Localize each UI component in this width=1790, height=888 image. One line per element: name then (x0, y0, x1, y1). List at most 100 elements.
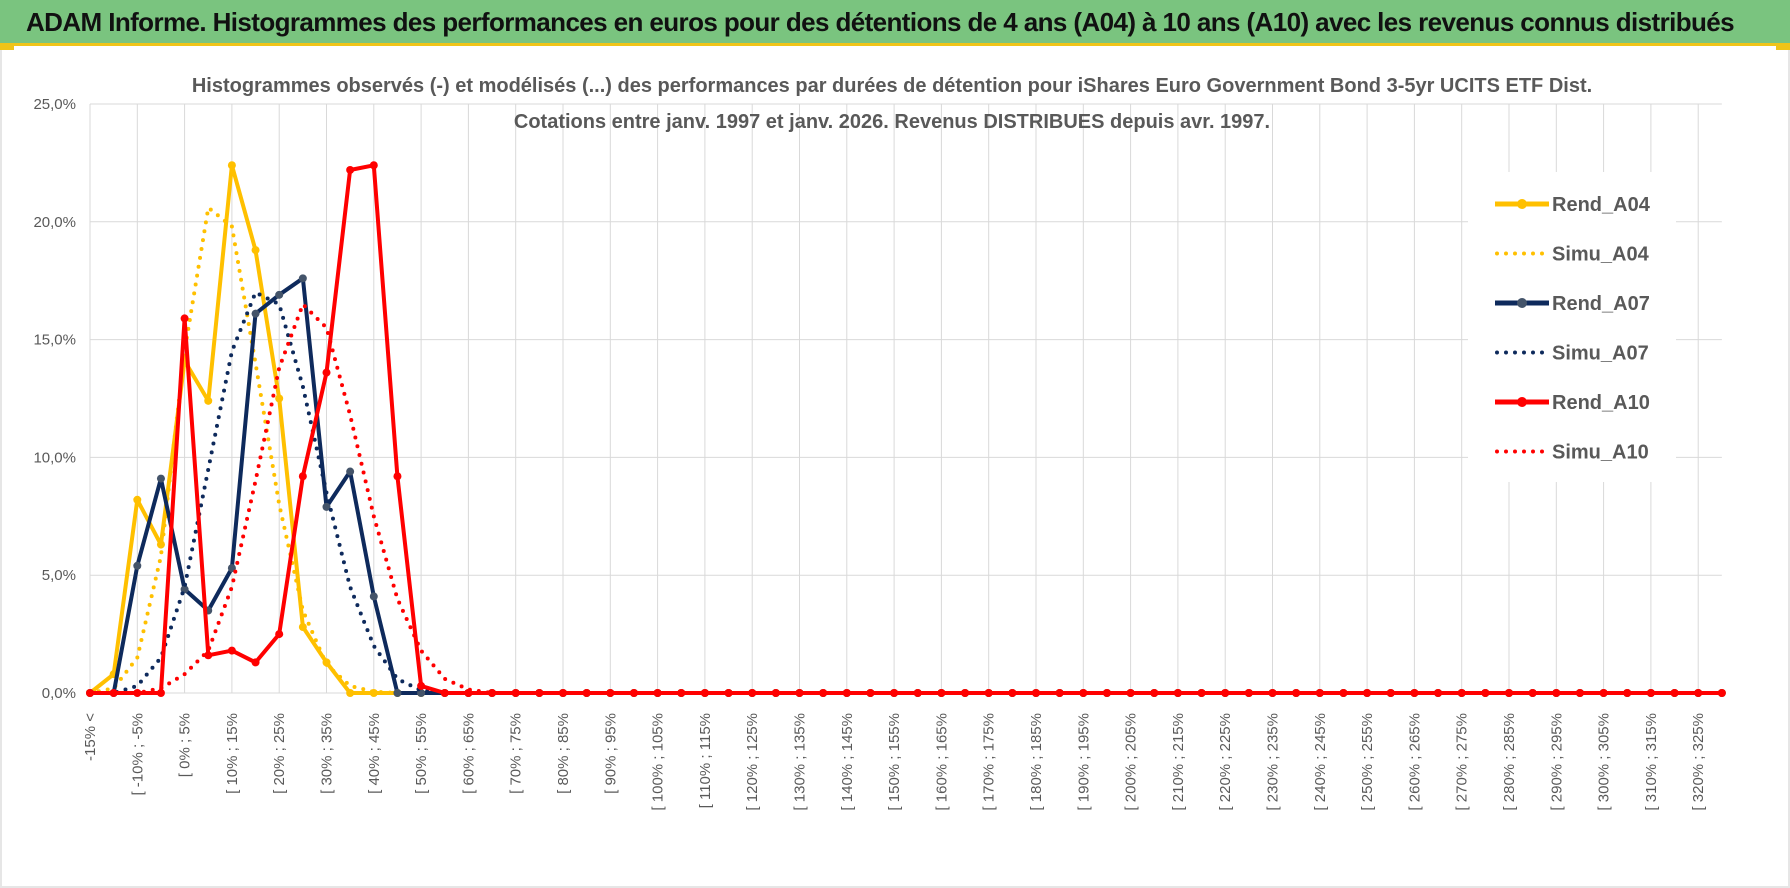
chart-frame (0, 46, 1790, 888)
data-point-rend-a10 (275, 630, 284, 639)
data-point-rend-a10 (180, 314, 189, 323)
data-point-rend-a10 (251, 658, 260, 667)
x-tick-label: [ 20% ; 25% (271, 713, 288, 794)
x-tick-label: [ 90% ; 95% (602, 713, 619, 794)
data-point-rend-a10 (109, 689, 118, 697)
data-point-rend-a10 (606, 689, 615, 697)
corner-accent-right (1776, 46, 1790, 50)
data-point-rend-a04 (204, 396, 213, 405)
data-point-rend-a10 (819, 689, 828, 697)
x-tick-label: [ 170% ; 175% (981, 713, 998, 811)
data-point-rend-a10 (1173, 689, 1182, 697)
data-point-rend-a10 (440, 689, 449, 697)
axis-layer: 0,0% 5,0% 10,0% 15,0% 20,0% 25,0% -15% < [ -10%… (33, 96, 1707, 811)
data-point-rend-a10 (204, 651, 213, 660)
x-tick-label: [ 10% ; 15% (224, 713, 241, 794)
data-point-rend-a10 (795, 689, 804, 697)
x-tick-label: [ 280% ; 285% (1501, 713, 1518, 811)
x-tick-label: [ 130% ; 135% (792, 713, 809, 811)
data-point-rend-a10 (1457, 689, 1466, 697)
data-point-rend-a10 (1575, 689, 1584, 697)
legend-background (1468, 172, 1676, 482)
data-point-rend-a10 (1126, 689, 1135, 697)
banner-title: ADAM Informe. Histogrammes des performan… (26, 7, 1735, 37)
data-point-rend-a10 (1244, 689, 1253, 697)
x-tick-label: [ 150% ; 155% (886, 713, 903, 811)
series-line-simu-a04 (88, 204, 1724, 695)
y-tick-label: 5,0% (42, 567, 76, 584)
data-point-rend-a04 (251, 246, 260, 255)
legend-label-rend-a07: Rend_A07 (1552, 293, 1650, 315)
x-tick-label: [ 250% ; 255% (1359, 713, 1376, 811)
corner-accent-left (0, 46, 14, 50)
data-point-rend-a10 (1315, 689, 1324, 697)
x-tick-label: [ 290% ; 295% (1548, 713, 1565, 811)
data-point-rend-a10 (1694, 689, 1703, 697)
x-tick-label: [ 140% ; 145% (839, 713, 856, 811)
legend-label-simu-a07: Simu_A07 (1552, 343, 1649, 365)
data-point-rend-a10 (346, 165, 355, 174)
data-point-rend-a10 (724, 689, 733, 697)
legend-label-rend-a04: Rend_A04 (1552, 194, 1651, 216)
data-point-rend-a10 (227, 646, 236, 655)
data-point-rend-a10 (1623, 689, 1632, 697)
y-tick-label: 25,0% (33, 96, 76, 113)
x-tick-label: [ 320% ; 325% (1690, 713, 1707, 811)
legend-marker-rend-a07 (1517, 298, 1527, 308)
x-tick-label: [ -10% ; -5% (129, 713, 146, 796)
data-point-rend-a10 (1434, 689, 1443, 697)
data-point-rend-a04 (133, 495, 142, 504)
data-point-rend-a07 (346, 467, 355, 476)
data-point-rend-a07 (369, 592, 378, 601)
data-point-rend-a10 (156, 689, 165, 697)
legend-label-rend-a10: Rend_A10 (1552, 392, 1650, 414)
data-point-rend-a04 (275, 394, 284, 403)
x-tick-label: [ 0% ; 5% (177, 713, 194, 777)
x-tick-label: [ 160% ; 165% (933, 713, 950, 811)
legend-marker-rend-a10 (1517, 397, 1527, 407)
data-point-rend-a10 (677, 689, 686, 697)
y-tick-label: 20,0% (33, 214, 76, 231)
data-point-rend-a07 (227, 564, 236, 573)
data-point-rend-a10 (559, 689, 567, 697)
data-point-rend-a07 (298, 274, 307, 283)
x-tick-label: [ 270% ; 275% (1454, 713, 1471, 811)
legend: Rend_A04 Simu_A04 Rend_A07 Simu_A07 Rend_A10… (1495, 194, 1651, 464)
y-tick-label: 15,0% (33, 332, 76, 349)
x-tick-label: [ 80% ; 85% (555, 713, 572, 794)
x-tick-label: [ 260% ; 265% (1406, 713, 1423, 811)
x-tick-label: [ 200% ; 205% (1123, 713, 1140, 811)
data-point-rend-a10 (535, 689, 544, 697)
data-point-rend-a10 (133, 689, 142, 697)
x-tick-label: [ 190% ; 195% (1075, 713, 1092, 811)
x-tick-label: [ 120% ; 125% (744, 713, 761, 811)
data-point-rend-a07 (393, 689, 402, 697)
data-point-rend-a07 (275, 290, 284, 299)
data-point-rend-a10 (984, 689, 993, 697)
data-point-rend-a10 (322, 368, 331, 377)
x-tick-label: [ 180% ; 185% (1028, 713, 1045, 811)
data-point-rend-a07 (322, 502, 331, 511)
x-tick-label: [ 220% ; 225% (1217, 713, 1234, 811)
chart-title: Histogrammes observés (-) et modélisés (… (192, 75, 1592, 97)
x-tick-label: [ 230% ; 235% (1265, 713, 1282, 811)
data-point-rend-a10 (866, 689, 875, 697)
data-point-rend-a07 (156, 474, 165, 483)
data-point-rend-a10 (488, 689, 497, 697)
data-point-rend-a04 (227, 161, 236, 170)
x-tick-label: [ 300% ; 305% (1596, 713, 1613, 811)
banner: ADAM Informe. Histogrammes des performan… (0, 0, 1790, 46)
data-point-rend-a10 (1197, 689, 1206, 697)
x-tick-label: [ 50% ; 55% (413, 713, 430, 794)
x-tick-label: [ 310% ; 315% (1643, 713, 1660, 811)
x-tick-label: [ 110% ; 115% (697, 713, 714, 808)
data-point-rend-a10 (1386, 689, 1395, 697)
data-point-rend-a07 (133, 561, 142, 570)
data-point-rend-a10 (417, 681, 426, 690)
data-point-rend-a04 (346, 689, 355, 697)
x-tick-label: [ 100% ; 105% (650, 713, 667, 811)
data-point-rend-a10 (369, 161, 378, 170)
legend-label-simu-a04: Simu_A04 (1552, 244, 1650, 266)
x-tick-label: [ 70% ; 75% (508, 713, 525, 794)
